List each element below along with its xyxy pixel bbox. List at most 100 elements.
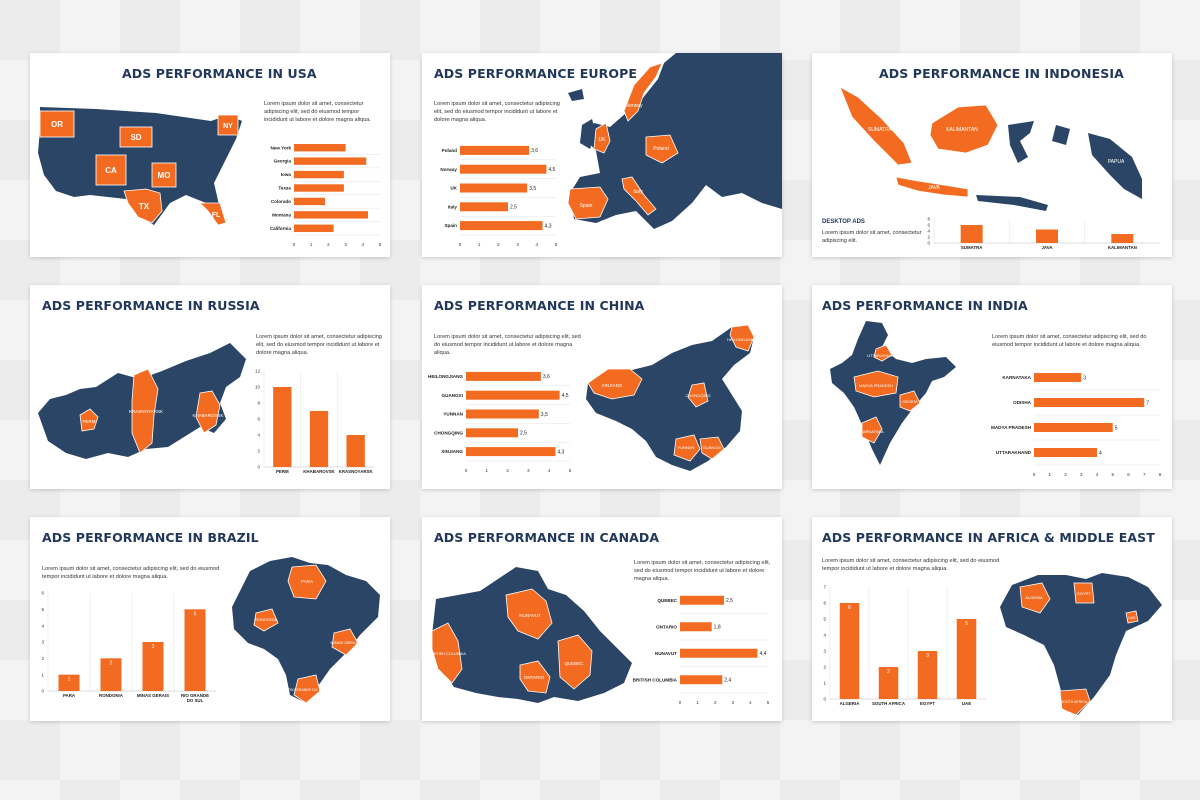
category-label: BRITISH COLUMBIA <box>633 677 678 682</box>
x-tick-label: 2 <box>506 468 509 473</box>
category-label: DO SUL <box>187 698 204 703</box>
y-tick-label: 0 <box>257 465 260 470</box>
slide-description: Lorem ipsum dolor sit amet, consectetur … <box>434 101 560 123</box>
x-tick-label: 3 <box>1080 472 1083 477</box>
russia-map: PERM KRASNOYARSK KHABAROVSK <box>38 343 246 459</box>
category-label: Georgia <box>274 159 292 164</box>
data-label: 3,5 <box>529 186 536 192</box>
y-tick-label: 1 <box>823 681 826 686</box>
africa-label-algeria: ALGERIA <box>1025 595 1043 600</box>
slide-description: Lorem ipsum dolor sit amet, consectetur … <box>822 230 922 244</box>
category-label: HEILONGJIANG <box>428 374 463 379</box>
x-tick-label: 6 <box>1127 472 1130 477</box>
data-label: 5 <box>965 621 968 627</box>
europe-chart: 0 1 2 3 4 5 Poland 3,6 Norway 4,5 UK 3,5 Italy 2,5 Spa… <box>440 145 558 247</box>
x-tick-label: 5 <box>1111 472 1114 477</box>
bar <box>184 609 206 691</box>
canada-map: NUNAVUT BRITISH COLUMBIA ONTARIO QUEBEC <box>430 567 632 703</box>
canada-region-nunavut <box>505 588 553 640</box>
category-label: Montana <box>272 212 291 217</box>
slide-china: ADS PERFORMANCE IN CHINA XINJIANG HEILON… <box>422 285 782 489</box>
x-tick-label: 0 <box>459 242 462 247</box>
indonesia-map: SUMATRA KALIMANTAN PAPUA JAVA <box>839 86 1142 211</box>
data-label: 4,5 <box>562 393 569 399</box>
india-map: UTTARAKHAND MADYA PRADESH ODISHA KARNATA… <box>830 321 956 465</box>
india-label-uttarakhand: UTTARAKHAND <box>867 353 897 358</box>
category-label: ALGERIA <box>840 701 861 706</box>
x-tick-label: 0 <box>465 468 468 473</box>
canada-label-nunavut: NUNAVUT <box>519 613 541 618</box>
category-label: NUNAVUT <box>655 651 677 656</box>
category-label: PERM <box>276 469 289 474</box>
bar <box>1034 373 1082 382</box>
bar <box>680 675 723 685</box>
data-label: 2,5 <box>520 431 527 437</box>
bar <box>466 428 518 438</box>
china-region-chongqing <box>687 382 709 408</box>
x-tick-label: 2 <box>327 242 330 247</box>
category-label: ODISHA <box>1013 400 1032 405</box>
africa-region-south-africa <box>1059 688 1091 716</box>
bar <box>294 170 344 179</box>
bar <box>460 164 547 174</box>
usa-region-ca <box>95 154 127 186</box>
china-region-xinjiang <box>587 368 643 400</box>
y-tick-label: 4 <box>41 623 44 628</box>
europe-map: Norway Poland UK Spain Italy <box>567 53 782 229</box>
data-label: 2,5 <box>726 598 733 604</box>
y-tick-label: 2 <box>257 449 260 454</box>
category-label: RONDONIA <box>99 693 124 698</box>
x-tick-label: 4 <box>749 700 752 705</box>
india-label-karnataka: KARNATAKA <box>860 429 884 434</box>
indonesia-region-java <box>895 176 969 198</box>
brazil-label-rio-grande: RIO GRANDE DO SUL <box>288 688 325 692</box>
data-label: 3,6 <box>543 374 550 380</box>
usa-region-sd <box>119 126 153 148</box>
data-label: 2,5 <box>510 205 517 211</box>
bar <box>460 145 530 155</box>
category-label: KARNATAKA <box>1002 375 1031 380</box>
bar <box>294 144 346 152</box>
x-tick-label: 8 <box>1159 472 1162 477</box>
data-label: 4,5 <box>548 167 555 173</box>
canada-label-bc: BRITISH COLUMBIA <box>430 652 466 656</box>
africa-label-south-africa: SOUTH AFRICA <box>1061 700 1088 704</box>
x-tick-label: 0 <box>1033 472 1036 477</box>
brazil-chart: 0 1 2 3 4 5 6 1 PARA 2 RONDONIA 3 MINAS GERAIS 5 RIO G… <box>41 591 216 703</box>
slide-title: ADS PERFORMANCE IN INDONESIA <box>879 66 1124 81</box>
brazil-region-para <box>287 564 327 600</box>
x-tick-label: 1 <box>696 700 699 705</box>
india-region-madya-pradesh <box>853 370 899 398</box>
slide-title: ADS PERFORMANCE IN RUSSIA <box>42 298 260 313</box>
canada-region-ontario <box>519 660 551 694</box>
y-tick-label: 2 <box>41 656 44 661</box>
category-label: New York <box>270 145 291 150</box>
russia-label-perm: PERM <box>82 419 95 424</box>
europe-map-iceland <box>568 89 584 101</box>
category-label: JAVA <box>1041 245 1053 250</box>
slide-description: Lorem ipsum dolor sit amet, consectetur … <box>42 566 220 580</box>
africa-map: ALGERIA EGYPT UAE SOUTH AFRICA <box>1000 573 1162 716</box>
x-tick-label: 7 <box>1143 472 1146 477</box>
y-tick-label: 5 <box>41 607 44 612</box>
bar <box>1034 423 1113 432</box>
europe-label-italy: Italy <box>633 189 643 195</box>
data-label: 6 <box>848 605 851 611</box>
y-tick-label: 2 <box>927 235 930 240</box>
bar <box>956 619 977 699</box>
bar <box>346 435 365 467</box>
indonesia-region-sulawesi <box>1008 121 1034 163</box>
x-tick-label: 5 <box>555 242 558 247</box>
bar <box>680 595 724 605</box>
category-label: RIO GRANDE <box>181 693 209 698</box>
indonesia-label-sumatra: SUMATRA <box>868 127 893 133</box>
slide-indonesia: ADS PERFORMANCE IN INDONESIA SUMATRA KAL… <box>812 53 1172 257</box>
usa-label-ny: NY <box>223 123 233 130</box>
china-region-yunnan <box>673 434 701 462</box>
x-tick-label: 3 <box>516 242 519 247</box>
russia-label-khabarovsk: KHABAROVSK <box>192 413 223 418</box>
category-label: MINAS GERAIS <box>137 693 169 698</box>
y-tick-label: 10 <box>255 385 261 390</box>
category-label: XINJIANG <box>441 449 463 454</box>
